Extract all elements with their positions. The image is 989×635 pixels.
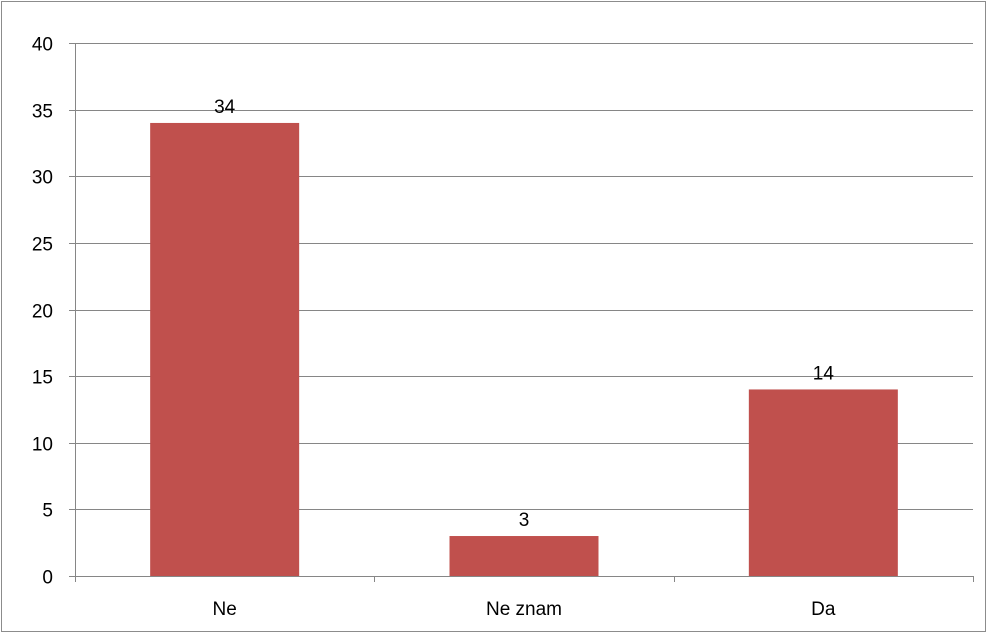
x-tick-labels: Ne Ne znam Da xyxy=(213,599,836,620)
data-label: 34 xyxy=(214,97,236,118)
y-tick-label: 30 xyxy=(32,168,53,189)
axes xyxy=(69,43,974,582)
x-tick-label: Da xyxy=(811,599,836,620)
y-tick-label: 35 xyxy=(32,102,53,123)
y-tick-label: 0 xyxy=(42,568,53,589)
data-label: 3 xyxy=(519,510,530,531)
y-tick-label: 15 xyxy=(32,368,53,389)
data-label: 14 xyxy=(813,363,835,384)
y-tick-label: 20 xyxy=(32,302,53,323)
y-tick-label: 25 xyxy=(32,235,53,256)
data-labels: 34 3 14 xyxy=(214,97,834,531)
x-tick-label: Ne znam xyxy=(486,599,562,620)
bar-ne-znam xyxy=(449,536,599,576)
bars xyxy=(150,122,898,576)
y-tick-label: 5 xyxy=(42,501,53,522)
bar-da xyxy=(748,389,898,576)
y-tick-labels: 0 5 10 15 20 25 30 35 40 xyxy=(32,35,53,589)
y-tick-label: 40 xyxy=(32,35,53,56)
x-tick-label: Ne xyxy=(213,599,237,620)
bar-ne xyxy=(150,122,300,576)
y-tick-label: 10 xyxy=(32,435,53,456)
